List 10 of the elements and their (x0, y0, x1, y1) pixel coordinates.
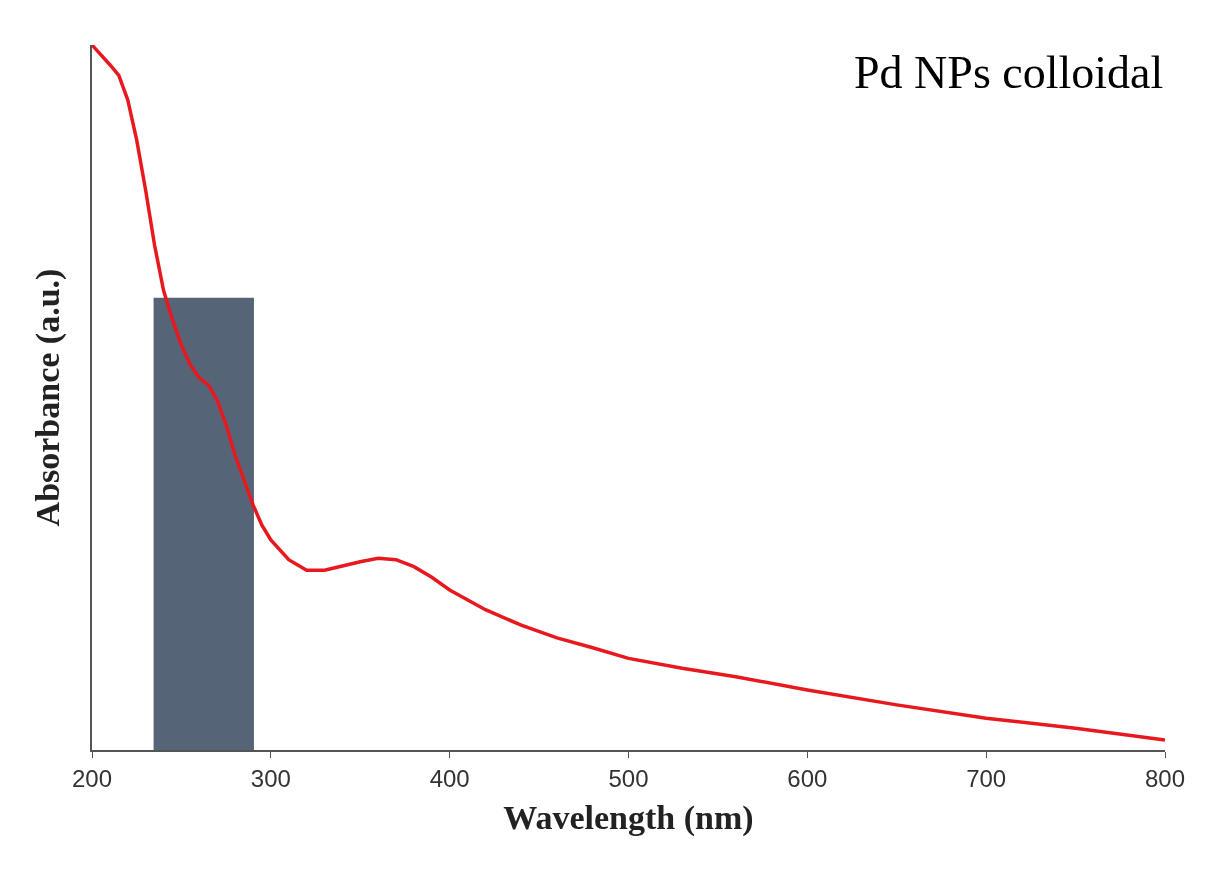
x-tick-label: 600 (787, 764, 828, 792)
x-tick-label: 200 (71, 764, 113, 792)
y-axis-title: Absorbance (a.u.) (29, 268, 68, 527)
x-tick-label: 500 (608, 764, 649, 792)
annotation: Pd NPs colloidal (854, 47, 1164, 98)
x-tick-label: 800 (1144, 764, 1186, 792)
x-axis-title: Wavelength (nm) (503, 798, 754, 837)
x-tick-label: 700 (966, 764, 1007, 792)
x-tick-label: 400 (429, 764, 470, 792)
x-tick-label: 300 (250, 764, 291, 792)
